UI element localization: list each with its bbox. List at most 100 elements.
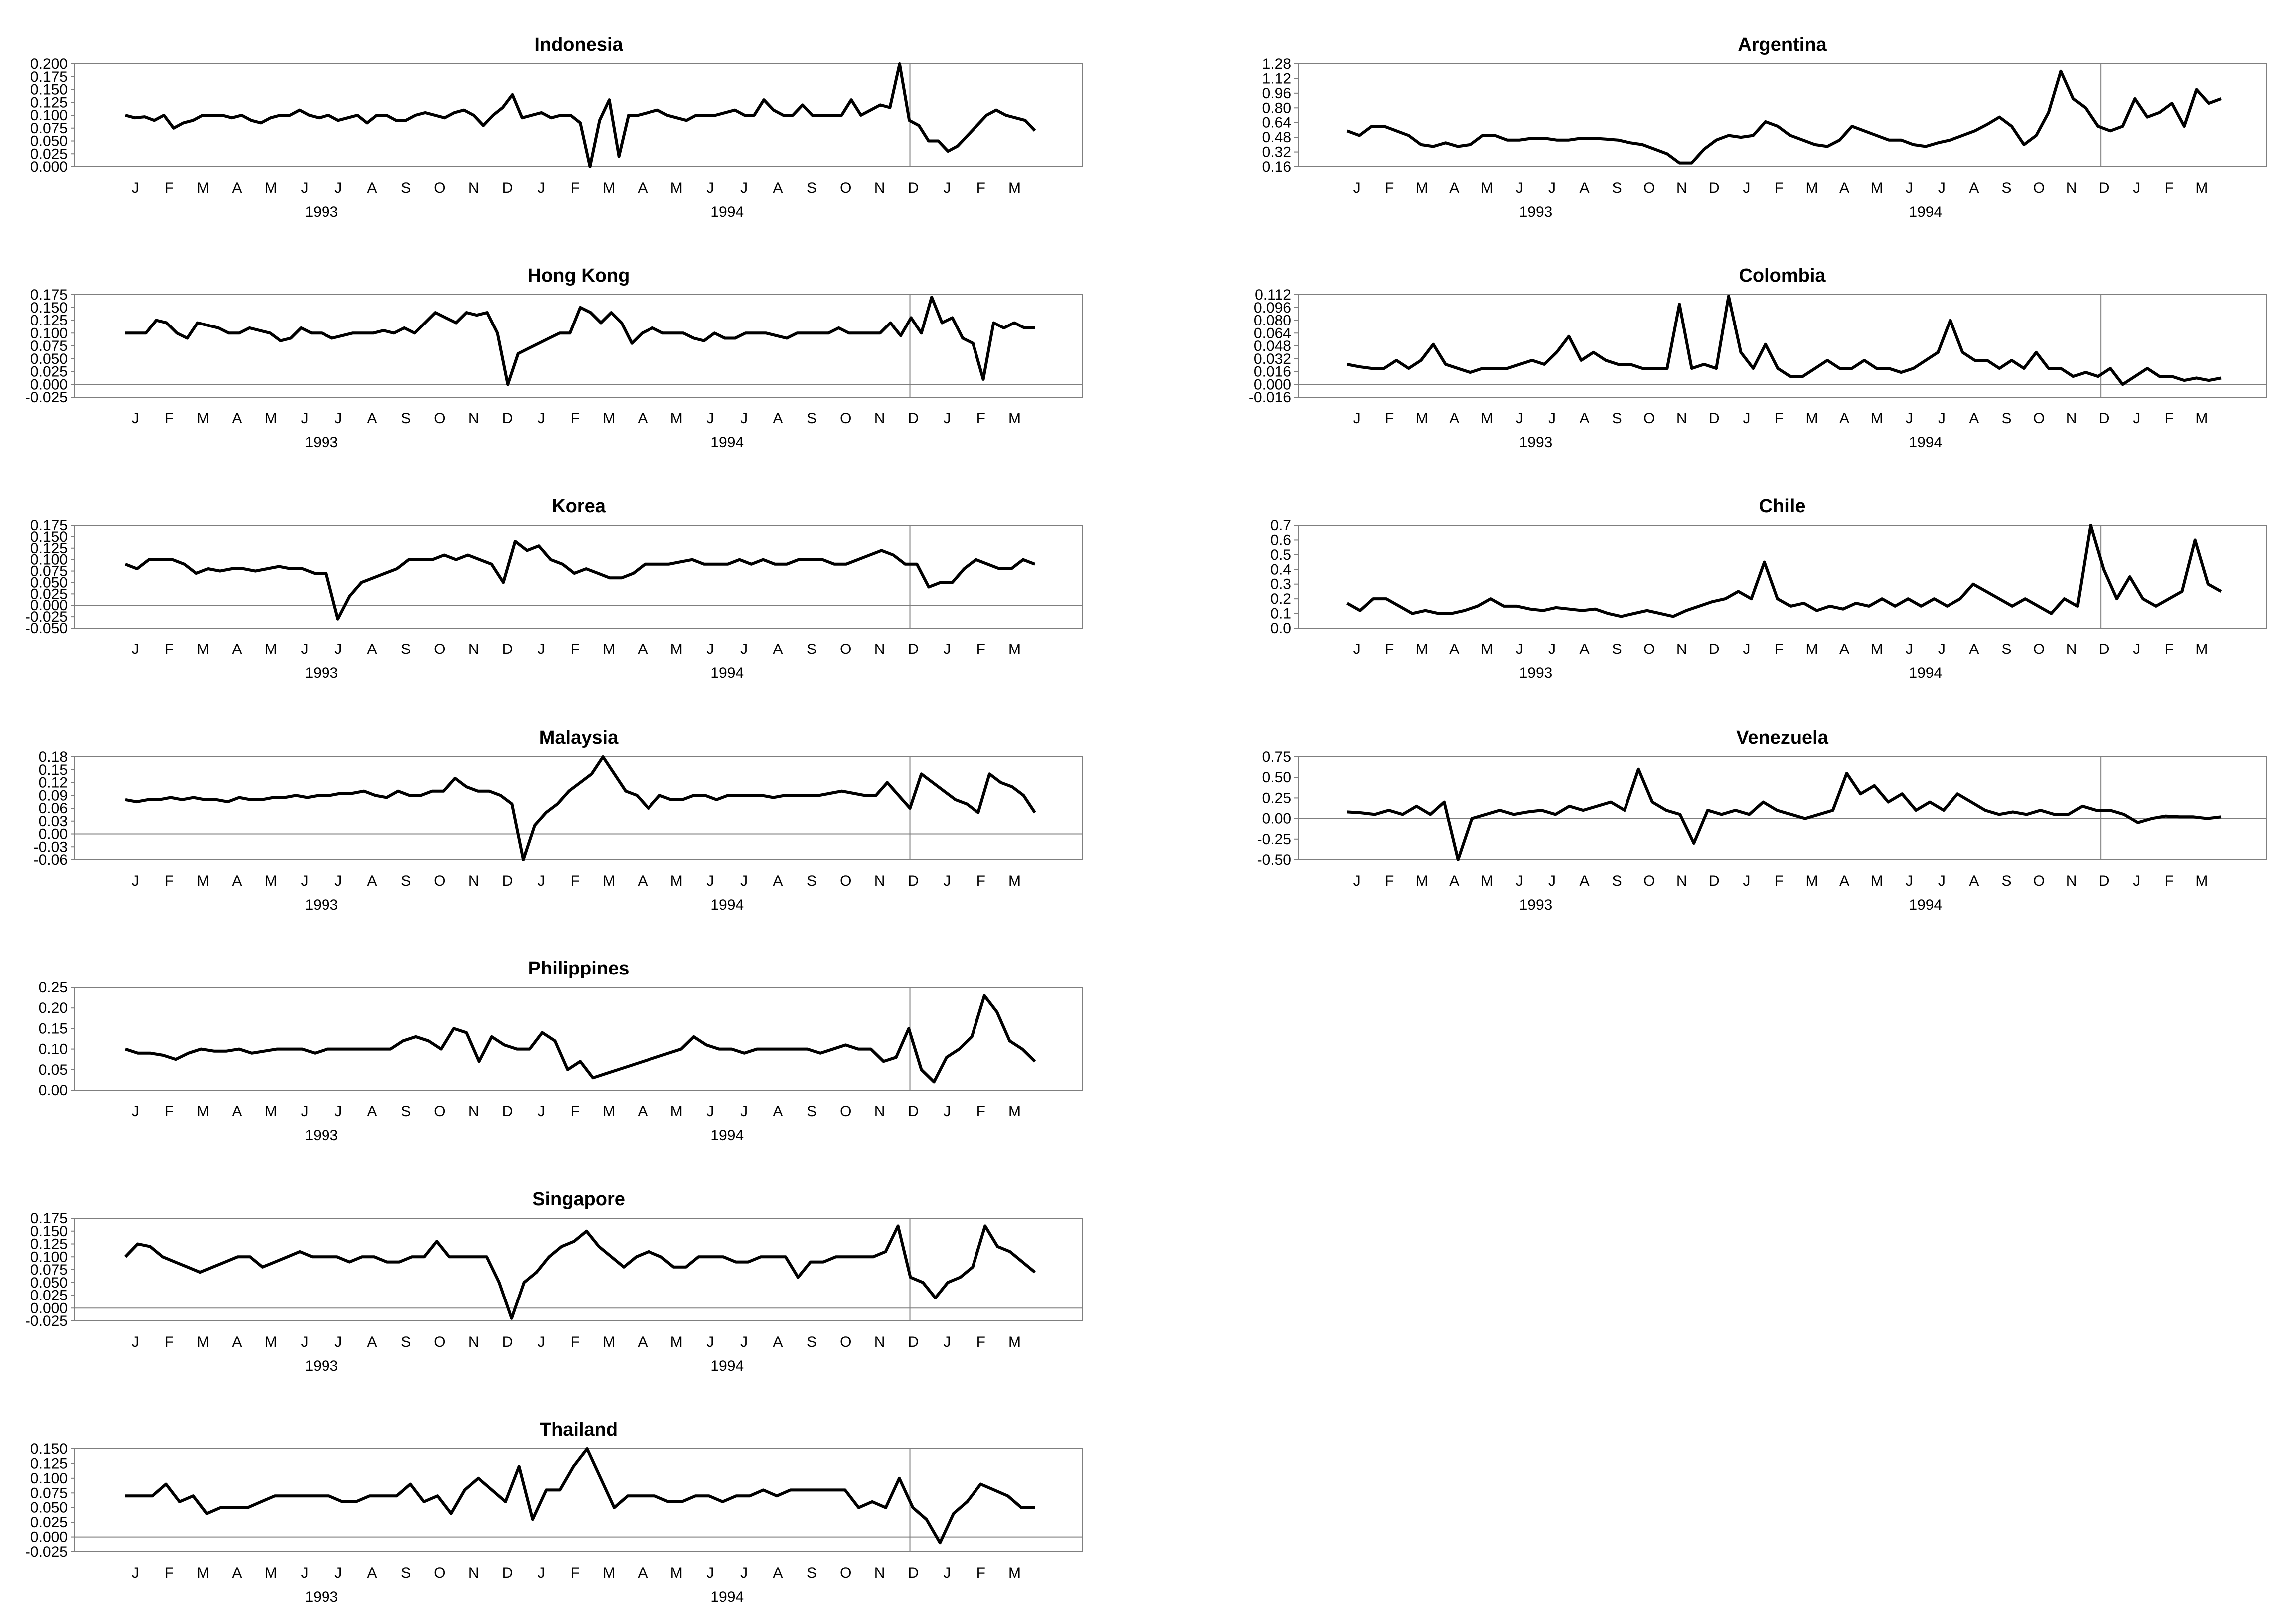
month-label: A bbox=[367, 1565, 377, 1581]
month-label: J bbox=[1548, 180, 1556, 196]
month-label: A bbox=[367, 873, 377, 889]
month-label: A bbox=[773, 641, 783, 657]
month-label: N bbox=[874, 1103, 885, 1120]
month-label: S bbox=[807, 1103, 817, 1120]
year-label: 1994 bbox=[710, 1127, 744, 1144]
month-label: M bbox=[603, 180, 615, 196]
month-label: J bbox=[1906, 641, 1913, 657]
month-label: A bbox=[367, 410, 377, 427]
month-label: M bbox=[1806, 180, 1818, 196]
chart-panel: Singapore -0.0250.0000.0250.0500.0750.100… bbox=[25, 1189, 1083, 1374]
series-line bbox=[125, 755, 1036, 861]
month-label: D bbox=[502, 873, 513, 889]
year-label: 1994 bbox=[1909, 665, 1942, 681]
month-label: N bbox=[468, 180, 479, 196]
month-label: A bbox=[367, 641, 377, 657]
month-label: D bbox=[908, 873, 919, 889]
month-label: A bbox=[638, 180, 648, 196]
month-label: D bbox=[502, 180, 513, 196]
month-label: A bbox=[638, 873, 648, 889]
y-tick-label: 0.075 bbox=[30, 563, 68, 580]
month-label: J bbox=[538, 410, 545, 427]
month-label: F bbox=[165, 180, 174, 196]
y-tick-label: 0.025 bbox=[30, 1288, 68, 1304]
month-label: A bbox=[773, 410, 783, 427]
month-label: F bbox=[1385, 180, 1394, 196]
month-label: F bbox=[1775, 180, 1784, 196]
y-tick-label: 0.00 bbox=[39, 1082, 68, 1099]
series-line bbox=[1346, 524, 2222, 618]
y-tick-label: 0.100 bbox=[30, 325, 68, 341]
month-label: F bbox=[1385, 410, 1394, 427]
month-label: M bbox=[1806, 641, 1818, 657]
y-tick-label: 0.100 bbox=[30, 1249, 68, 1265]
month-label: S bbox=[2001, 873, 2011, 889]
month-label: J bbox=[944, 641, 951, 657]
y-tick-label: 0.000 bbox=[30, 1300, 68, 1316]
month-label: A bbox=[638, 1334, 648, 1350]
month-label: A bbox=[232, 410, 242, 427]
month-label: J bbox=[1548, 873, 1556, 889]
year-label: 1993 bbox=[305, 665, 338, 681]
y-tick-label: 0.050 bbox=[30, 351, 68, 367]
month-label: M bbox=[1416, 641, 1428, 657]
month-label: M bbox=[197, 1565, 209, 1581]
month-label: F bbox=[165, 641, 174, 657]
month-label: F bbox=[2165, 641, 2174, 657]
month-label: N bbox=[468, 641, 479, 657]
month-label: S bbox=[807, 1334, 817, 1350]
month-label: J bbox=[301, 873, 308, 889]
month-label: A bbox=[1839, 410, 1849, 427]
month-label: F bbox=[2165, 410, 2174, 427]
month-label: S bbox=[2001, 180, 2011, 196]
month-label: A bbox=[232, 180, 242, 196]
month-label: S bbox=[807, 180, 817, 196]
month-label: M bbox=[1008, 1103, 1021, 1120]
month-label: O bbox=[434, 1103, 445, 1120]
month-label: J bbox=[1938, 873, 1946, 889]
y-tick-label: 0.096 bbox=[1254, 300, 1291, 316]
month-label: A bbox=[1580, 180, 1590, 196]
month-label: N bbox=[874, 180, 885, 196]
y-tick-label: 0.7 bbox=[1270, 517, 1291, 534]
month-label: D bbox=[2099, 873, 2110, 889]
month-label: O bbox=[434, 180, 445, 196]
month-label: J bbox=[740, 1103, 748, 1120]
month-label: A bbox=[1969, 410, 1979, 427]
y-tick-label: 0.25 bbox=[39, 979, 68, 996]
month-label: A bbox=[1839, 641, 1849, 657]
y-tick-label: 0.125 bbox=[30, 94, 68, 111]
year-label: 1994 bbox=[710, 665, 744, 681]
y-tick-label: 0.16 bbox=[1262, 159, 1291, 175]
month-label: O bbox=[2033, 410, 2045, 427]
y-tick-label: 0.12 bbox=[39, 775, 68, 791]
month-label: J bbox=[132, 410, 139, 427]
y-tick-label: 0.048 bbox=[1254, 338, 1291, 354]
month-label: J bbox=[706, 410, 714, 427]
chart-panel: Argentina 0.160.320.480.640.800.961.121.2… bbox=[1262, 34, 2267, 220]
y-tick-label: 0.15 bbox=[39, 762, 68, 778]
month-label: J bbox=[132, 1565, 139, 1581]
month-label: N bbox=[468, 873, 479, 889]
month-label: J bbox=[1353, 410, 1361, 427]
month-label: D bbox=[2099, 641, 2110, 657]
month-label: J bbox=[944, 1334, 951, 1350]
month-label: F bbox=[165, 1565, 174, 1581]
series-line bbox=[1346, 69, 2222, 165]
y-tick-label: 0.150 bbox=[30, 1441, 68, 1457]
month-label: F bbox=[976, 873, 985, 889]
month-label: M bbox=[670, 1103, 683, 1120]
month-label: N bbox=[874, 410, 885, 427]
month-label: M bbox=[265, 1565, 277, 1581]
month-label: N bbox=[874, 1334, 885, 1350]
series-line bbox=[125, 62, 1036, 168]
series-line bbox=[124, 1224, 1036, 1320]
y-tick-label: 0.175 bbox=[30, 287, 68, 303]
y-tick-label: 1.28 bbox=[1262, 56, 1291, 72]
month-label: D bbox=[908, 180, 919, 196]
month-label: M bbox=[2195, 180, 2208, 196]
y-tick-label: 0.000 bbox=[30, 1529, 68, 1546]
month-label: J bbox=[1938, 641, 1946, 657]
month-label: M bbox=[265, 873, 277, 889]
month-label: M bbox=[1481, 641, 1493, 657]
